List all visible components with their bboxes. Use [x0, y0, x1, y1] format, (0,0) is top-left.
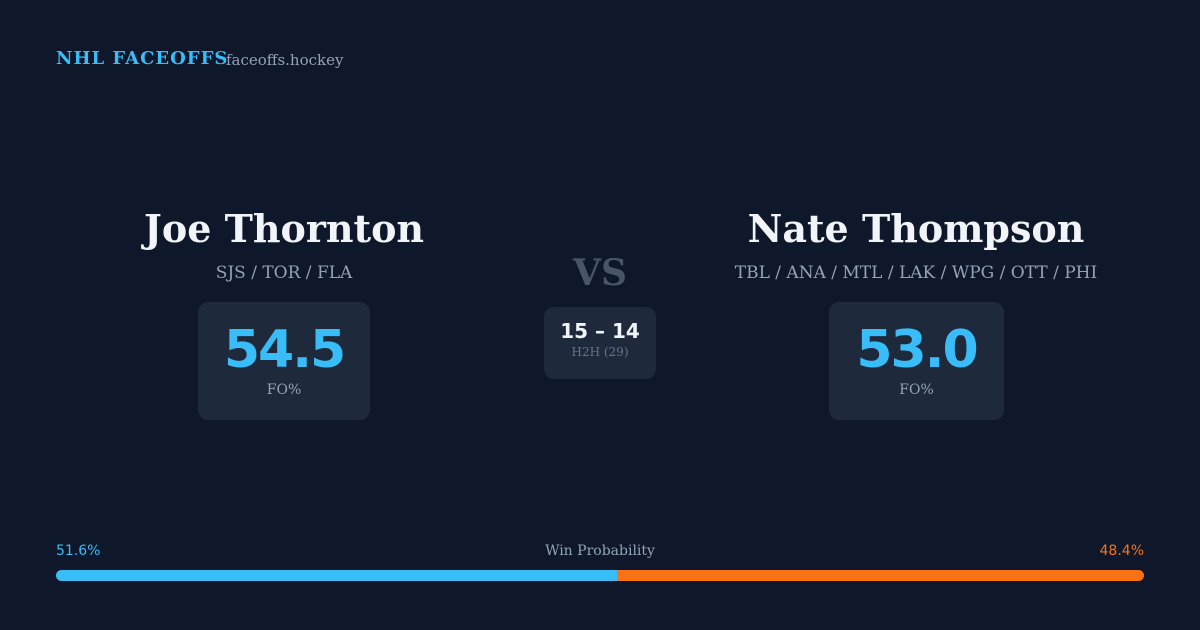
win-prob-segment — [617, 570, 1144, 581]
fo-pct: 54.5 — [223, 320, 346, 380]
player-name: Nate Thompson — [747, 206, 1085, 251]
versus: VS — [573, 252, 627, 294]
brand: NHL FACEOFFS — [56, 48, 229, 69]
win-prob-bar — [56, 570, 1144, 581]
player-name: Joe Thornton — [143, 206, 425, 251]
player-teams: TBL / ANA / MTL / LAK / WPG / OTT / PHI — [734, 263, 1098, 283]
win-prob-left: 51.6% — [56, 543, 101, 559]
win-prob-title: Win Probability — [545, 543, 655, 559]
fo-label: FO% — [899, 382, 934, 398]
player-teams: SJS / TOR / FLA — [215, 263, 353, 283]
fo-label: FO% — [266, 382, 302, 398]
h2h-label: H2H (29) — [571, 345, 629, 359]
fo-pct: 53.0 — [856, 320, 978, 380]
h2h-score: 15 – 14 — [560, 319, 640, 343]
win-prob-right: 48.4% — [1099, 543, 1144, 559]
h2h-box: 15 – 14 H2H (29) — [544, 307, 656, 379]
win-prob-segment — [56, 570, 618, 581]
site: faceoffs.hockey — [226, 51, 344, 69]
fo-box: 53.0 FO% — [829, 302, 1004, 420]
fo-box: 54.5 FO% — [198, 302, 370, 420]
